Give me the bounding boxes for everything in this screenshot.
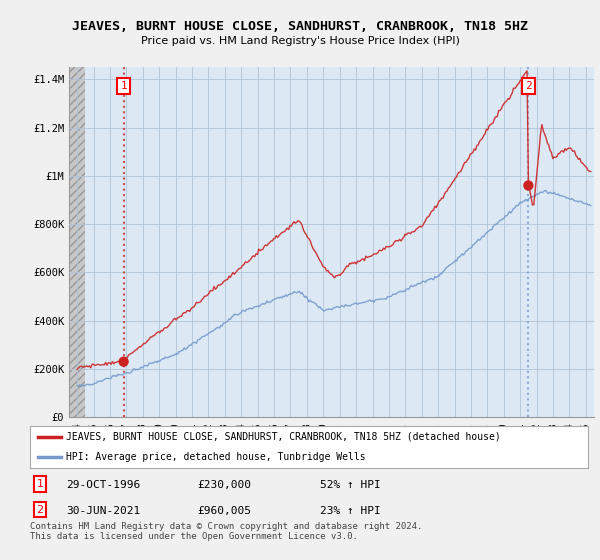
Text: 29-OCT-1996: 29-OCT-1996 — [66, 480, 140, 490]
Text: 2: 2 — [525, 81, 532, 91]
Text: Contains HM Land Registry data © Crown copyright and database right 2024.
This d: Contains HM Land Registry data © Crown c… — [30, 522, 422, 542]
Text: 2: 2 — [37, 505, 44, 515]
Point — [119, 357, 128, 366]
Bar — [69, 67, 85, 417]
Text: 23% ↑ HPI: 23% ↑ HPI — [320, 506, 381, 516]
Text: £230,000: £230,000 — [197, 480, 251, 490]
Text: Price paid vs. HM Land Registry's House Price Index (HPI): Price paid vs. HM Land Registry's House … — [140, 36, 460, 46]
Text: £960,005: £960,005 — [197, 506, 251, 516]
Text: 1: 1 — [37, 479, 44, 489]
Text: JEAVES, BURNT HOUSE CLOSE, SANDHURST, CRANBROOK, TN18 5HZ: JEAVES, BURNT HOUSE CLOSE, SANDHURST, CR… — [72, 20, 528, 32]
Text: 30-JUN-2021: 30-JUN-2021 — [66, 506, 140, 516]
Point — [524, 181, 533, 190]
Text: JEAVES, BURNT HOUSE CLOSE, SANDHURST, CRANBROOK, TN18 5HZ (detached house): JEAVES, BURNT HOUSE CLOSE, SANDHURST, CR… — [66, 432, 501, 442]
Text: 1: 1 — [120, 81, 127, 91]
Text: HPI: Average price, detached house, Tunbridge Wells: HPI: Average price, detached house, Tunb… — [66, 452, 366, 462]
Text: 52% ↑ HPI: 52% ↑ HPI — [320, 480, 381, 490]
